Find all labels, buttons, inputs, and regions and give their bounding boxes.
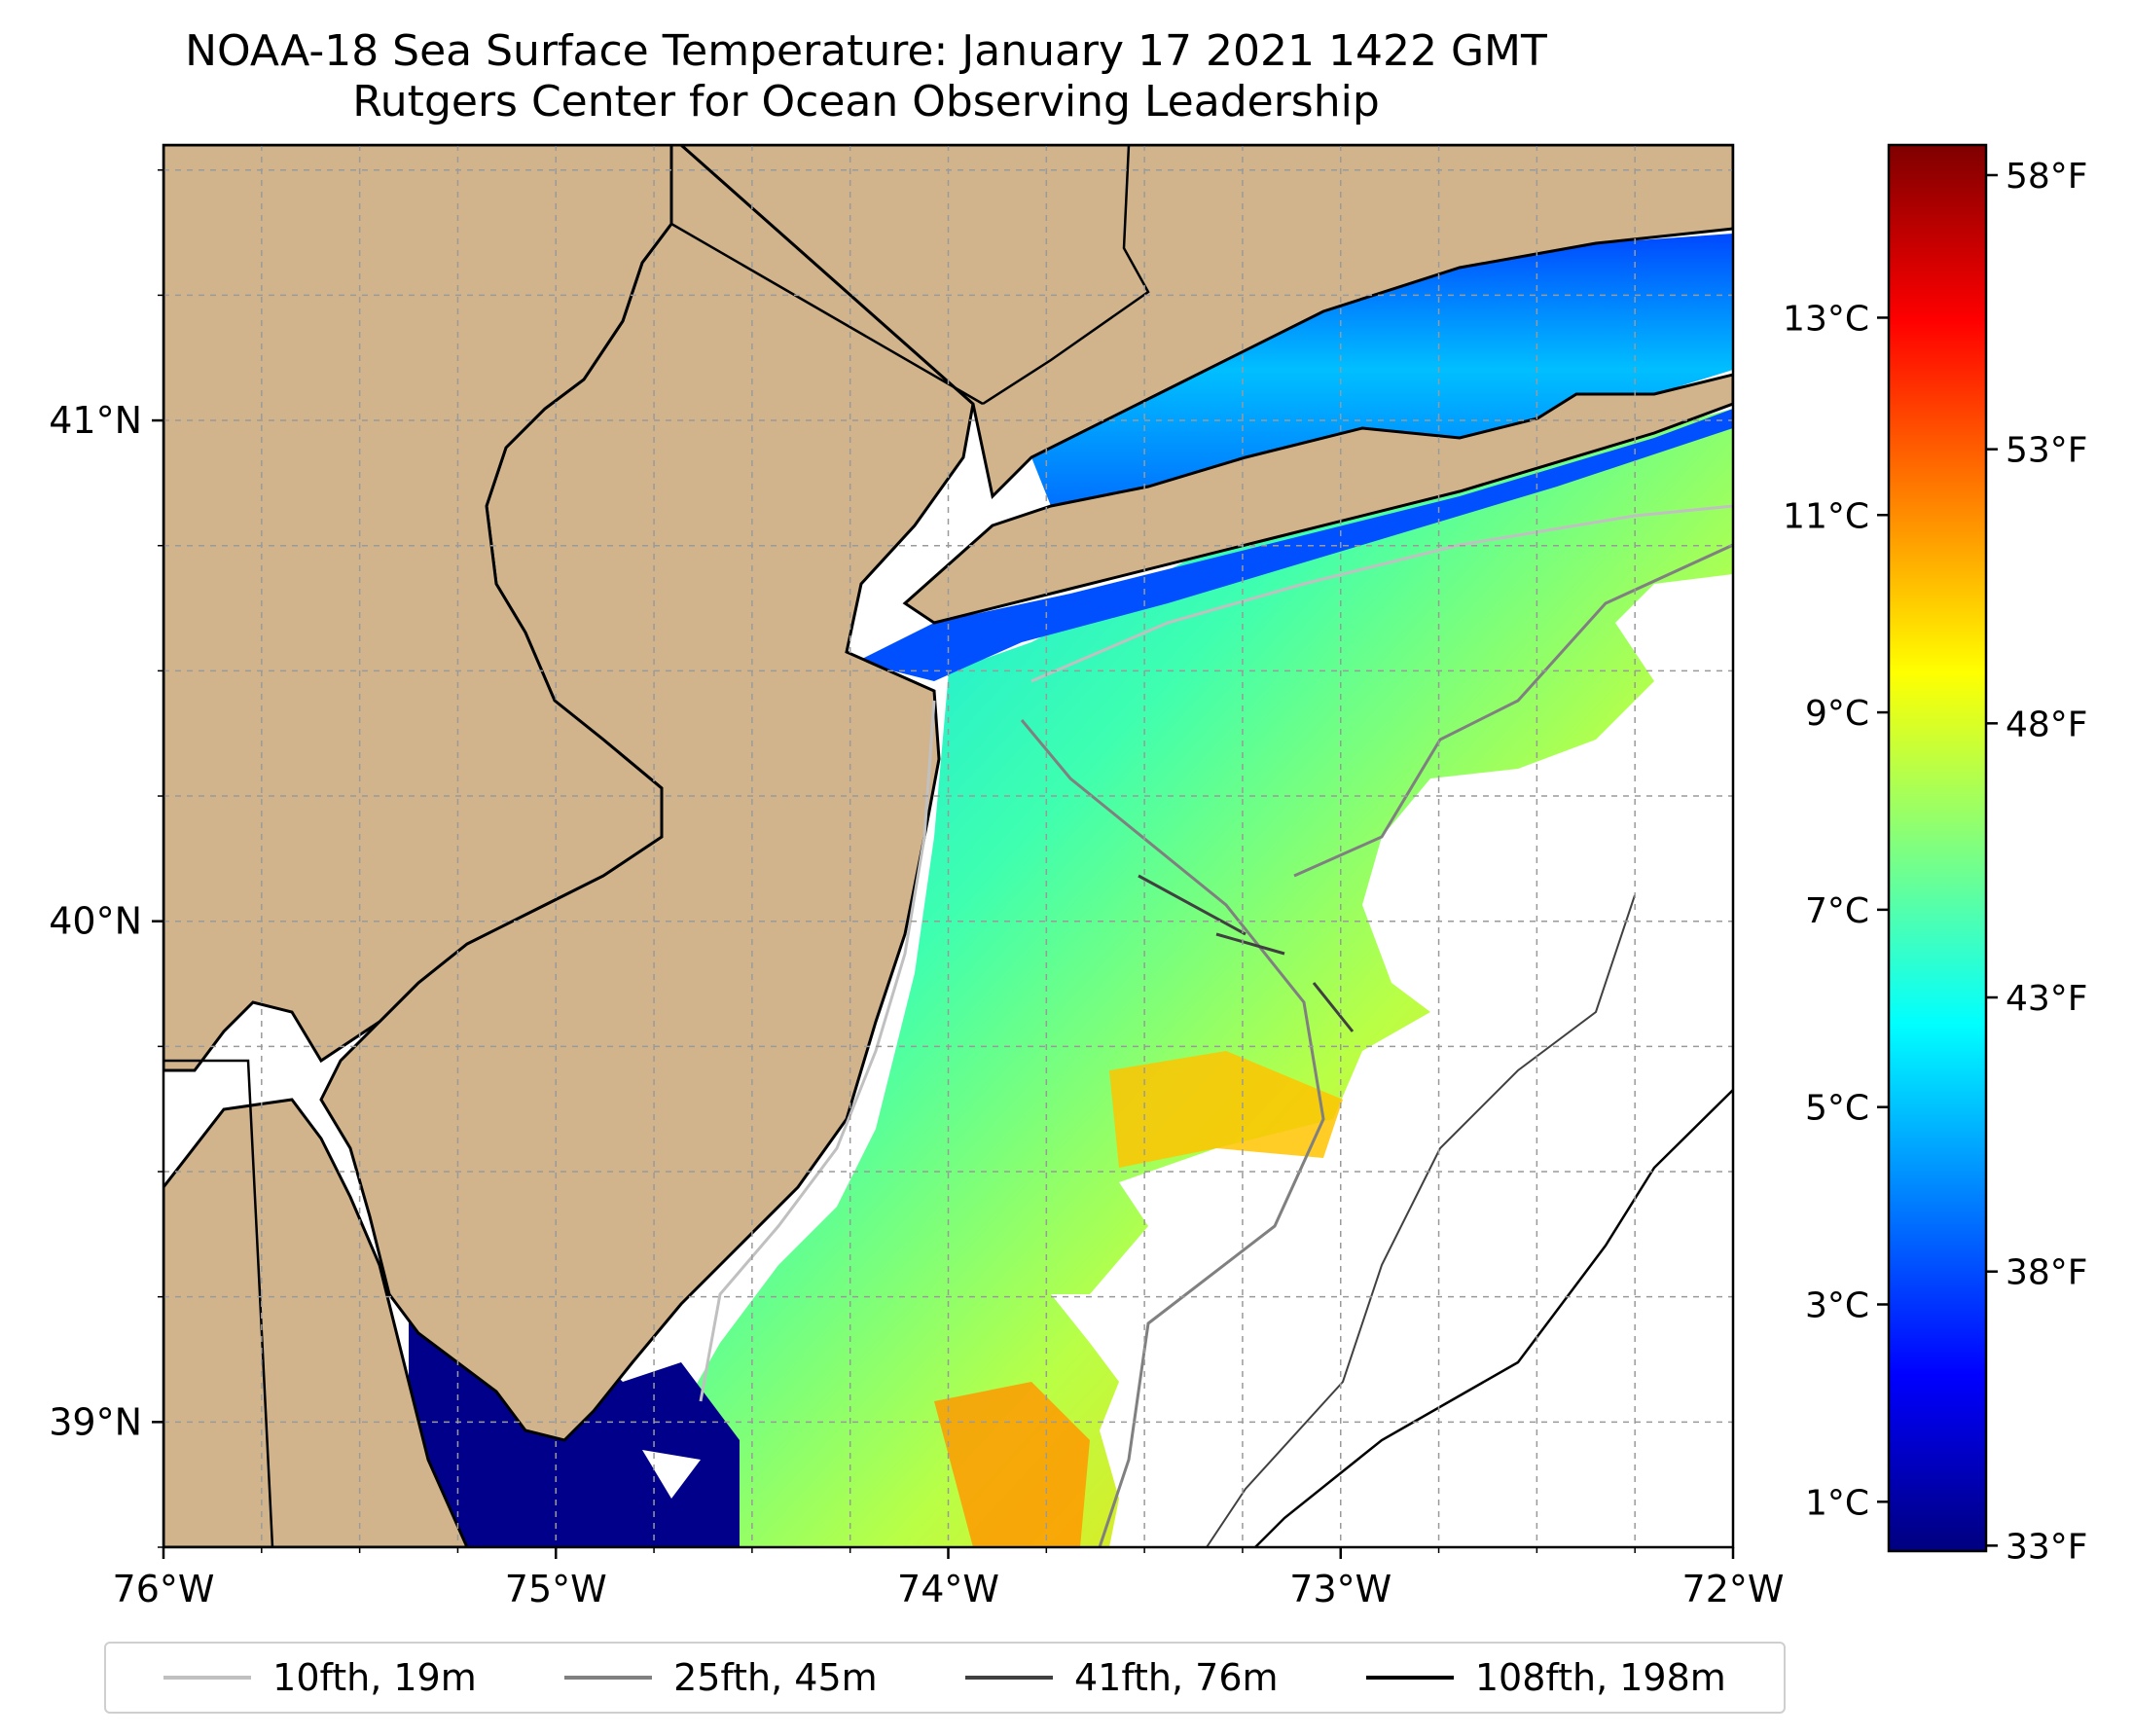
new-york-connecticut-land [678, 145, 1733, 500]
map-title: NOAA-18 Sea Surface Temperature: January… [185, 26, 1547, 76]
bathymetry-legend: 10fth, 19m 25fth, 45m 41fth, 76m 108fth,… [104, 1642, 1786, 1714]
de-md-border [163, 1059, 274, 1547]
warm-sst-patch [1109, 1051, 1343, 1168]
ny-ct-border [982, 145, 1150, 406]
map-subtitle: Rutgers Center for Ocean Observing Leade… [352, 77, 1380, 127]
colorbar-c-label: 13°C [1783, 299, 1869, 339]
sst-ocean-field [681, 409, 1733, 1547]
colorbar-f-label: 33°F [2006, 1527, 2088, 1567]
colorbar-c-label: 3°C [1805, 1285, 1869, 1325]
colorbar-f-label: 38°F [2006, 1253, 2088, 1293]
lon-tick-label: 72°W [1682, 1568, 1785, 1610]
legend-item-25fth: 25fth, 45m [564, 1656, 878, 1699]
long-island-land [902, 373, 1733, 625]
legend-label: 108fth, 198m [1474, 1656, 1726, 1699]
lat-tick-label: 40°N [49, 900, 142, 943]
colorbar-fahrenheit-ticks: 33°F 38°F 43°F 48°F 53°F 58°F [1986, 157, 2088, 1567]
legend-item-10fth: 10fth, 19m [163, 1656, 477, 1699]
colorbar-f-label: 43°F [2006, 979, 2088, 1019]
ny-bight-cold-band [856, 409, 1733, 681]
warm-sst-patch-south [934, 1382, 1090, 1547]
contour-198m-inner [1206, 894, 1636, 1547]
legend-label: 25fth, 45m [673, 1656, 878, 1699]
legend-line-swatch [163, 1676, 252, 1680]
lat-tick-label: 41°N [49, 399, 142, 442]
colorbar-c-label: 1°C [1805, 1483, 1869, 1523]
lat-tick-label: 39°N [49, 1400, 142, 1443]
lon-tick-label: 74°W [897, 1568, 999, 1610]
pennsylvania-delaware-land [163, 145, 673, 1072]
legend-item-108fth: 108fth, 198m [1365, 1656, 1726, 1699]
colorbar-celsius-ticks: 1°C 3°C 5°C 7°C 9°C 11°C 13°C [1783, 299, 1889, 1523]
legend-item-41fth: 41fth, 76m [964, 1656, 1279, 1699]
contour-76m [1138, 874, 1355, 1032]
legend-line-swatch [1365, 1676, 1454, 1680]
legend-label: 41fth, 76m [1073, 1656, 1279, 1699]
legend-line-swatch [964, 1676, 1053, 1680]
latitude-axis: 41°N 40°N 39°N [49, 168, 163, 1548]
colorbar-f-label: 48°F [2006, 705, 2088, 744]
legend-line-swatch [564, 1676, 653, 1680]
lon-tick-label: 75°W [505, 1568, 607, 1610]
contour-198m [1254, 1089, 1733, 1547]
colorbar-f-label: 53°F [2006, 431, 2088, 471]
lon-tick-label: 73°W [1289, 1568, 1391, 1610]
contour-19m-bight [1030, 504, 1733, 683]
contour-45m-east [1293, 543, 1733, 878]
ny-nj-border [670, 222, 984, 406]
longitude-axis: 76°W 75°W 74°W 73°W 72°W [113, 1547, 1785, 1610]
colorbar-c-label: 7°C [1805, 891, 1869, 931]
long-island-sound-water [1031, 234, 1733, 506]
delmarva-land [163, 1098, 469, 1547]
map-gridlines [163, 145, 1733, 1547]
contour-19m [699, 700, 936, 1402]
lon-tick-label: 76°W [113, 1568, 215, 1610]
legend-label: 10fth, 19m [272, 1656, 477, 1699]
colorbar [1887, 143, 1988, 1553]
colorbar-c-label: 11°C [1783, 496, 1869, 536]
colorbar-f-label: 58°F [2006, 157, 2088, 197]
colorbar-c-label: 5°C [1805, 1089, 1869, 1129]
contour-45m [1020, 719, 1325, 1547]
colorbar-c-label: 9°C [1805, 694, 1869, 734]
